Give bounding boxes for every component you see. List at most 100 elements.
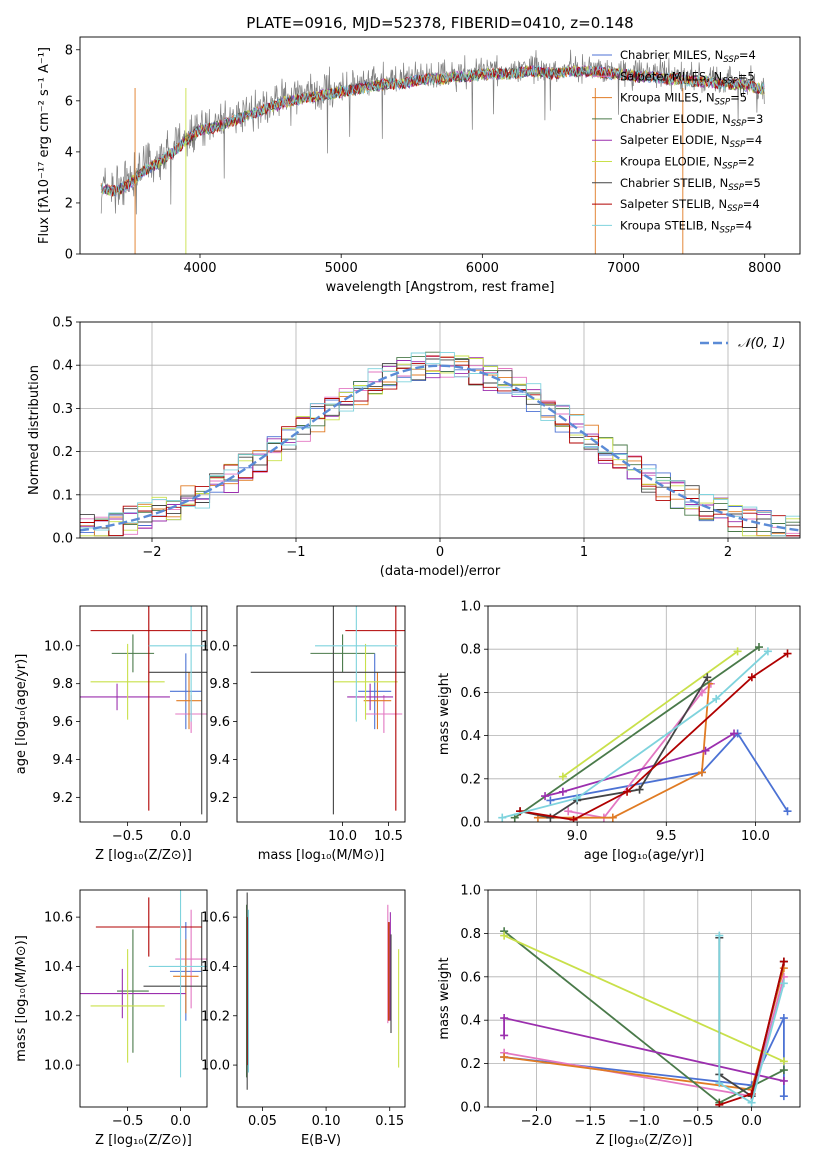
x-tick-label: 0.15 [375,1114,404,1129]
x-tick-label: 0.10 [312,1114,341,1129]
y-tick-label: 10.0 [201,639,230,654]
y-tick-label: 0.2 [460,772,481,787]
weight-marker [779,979,788,988]
weight-line [503,934,785,1063]
y-tick-label: 9.2 [209,791,230,806]
y-tick-label: 1.0 [460,884,481,899]
weight-marker [779,1057,788,1066]
axes-age-vs-Z: −0.5 0.0 9.2 9.4 9.6 9.8 10.0 Z [log₁₀(Z/Z⊙)] ag… [14,605,208,863]
y-tick-label: 9.8 [209,677,230,692]
weight-marker [779,1014,788,1023]
weight-marker [500,1014,509,1023]
weight-marker [623,787,632,796]
y-tick-label: 0.3 [52,402,73,417]
legend-entry: Chabrier MILES, NSSP=4 [620,48,756,65]
weight-line [537,683,710,819]
weight-line [514,646,760,819]
y-tick-label: 9.4 [209,753,230,768]
weight-line [502,650,769,819]
legend-entry: Salpeter MILES, NSSP=5 [620,69,755,86]
x-axis-label: (data-model)/error [380,564,501,579]
x-tick-label: 10.5 [374,829,403,844]
axes-mass-vs-Z: −0.5 0.0 10.0 10.2 10.4 10.6 Z [log₁₀(Z/Z⊙)] ma… [14,889,208,1148]
plot-area [80,606,207,815]
axes-frame [236,605,406,823]
weight-marker [715,1079,724,1088]
weight-marker [763,647,772,656]
legend-entry: Kroupa MILES, NSSP=5 [620,91,747,108]
y-tick-label: 10.4 [44,960,73,975]
x-axis-label: wavelength [Angstrom, rest frame] [326,280,555,295]
y-tick-label: 4 [65,145,73,160]
x-tick-label: 0.0 [741,1114,762,1129]
weight-marker [715,931,724,940]
x-axis-label: E(B-V) [301,1133,341,1148]
x-tick-label: −2.0 [521,1114,553,1129]
y-tick-label: 0.4 [52,359,73,374]
y-axis-label: Flux [fλ10⁻¹⁷ erg cm⁻² s⁻¹ A⁻¹] [37,47,52,244]
axes-age-vs-mass: 10.0 10.5 9.2 9.4 9.6 9.8 10.0 mass [log₁₀(M/M⊙… [201,605,406,863]
y-tick-label: 10.0 [44,1059,73,1074]
x-tick-label: 8000 [748,261,781,276]
y-axis-label: Normed distribution [27,365,42,495]
y-tick-label: 9.8 [52,677,73,692]
y-tick-label: 0.8 [460,927,481,942]
weight-marker [779,1092,788,1101]
weight-marker [546,796,555,805]
weight-marker [546,813,555,822]
weight-marker [500,1031,509,1040]
x-tick-label: −1 [286,545,305,560]
legend-entry: Chabrier ELODIE, NSSP=3 [620,112,763,129]
weight-marker [783,649,792,658]
weight-marker [498,813,507,822]
weight-marker [697,768,706,777]
y-tick-label: 0.6 [460,686,481,701]
weight-marker [564,807,573,816]
normal-curve [80,364,800,532]
plot-area [498,643,792,822]
y-tick-label: 10.0 [44,639,73,654]
y-tick-label: 0.4 [460,729,481,744]
y-tick-label: 0.2 [460,1057,481,1072]
weight-line [568,683,712,819]
y-tick-label: 1.0 [460,600,481,615]
x-tick-label: 0.0 [170,1114,191,1129]
weight-marker [608,813,617,822]
x-tick-label: −0.5 [112,1114,144,1129]
y-axis-label: mass weight [437,673,452,755]
plot-area [80,351,800,537]
y-tick-label: 8 [65,43,73,58]
weight-line [544,732,735,797]
y-tick-label: 10.0 [201,1059,230,1074]
y-tick-label: 10.2 [44,1009,73,1024]
figure-title: PLATE=0916, MJD=52378, FIBERID=0410, z=0… [246,14,633,32]
x-tick-label: −1.5 [574,1114,606,1129]
legend-entry: Salpeter STELIB, NSSP=4 [620,197,760,214]
plot-area [100,49,765,254]
x-tick-label: 0 [436,545,444,560]
y-tick-label: 0.0 [52,532,73,547]
weight-marker [558,787,567,796]
x-tick-label: −2 [142,545,161,560]
y-tick-label: 0.8 [460,643,481,658]
plot-area [500,927,788,1107]
x-tick-label: 0.05 [248,1114,277,1129]
x-tick-label: 4000 [183,261,216,276]
axes-residuals: −2 −1 0 1 2 0.0 0.1 0.2 0.3 0.4 0.5 (data-model)/er… [27,316,801,579]
weight-marker [712,694,721,703]
weight-marker [701,746,710,755]
weight-marker [747,673,756,682]
y-tick-label: 0 [65,248,73,263]
x-tick-label: 2 [724,545,732,560]
y-tick-label: 2 [65,196,73,211]
x-tick-label: 6000 [466,261,499,276]
weight-marker [558,772,567,781]
y-tick-label: 6 [65,94,73,109]
weight-marker [569,815,578,822]
x-tick-label: −1.0 [628,1114,660,1129]
x-axis-label: Z [log₁₀(Z/Z⊙)] [596,1133,693,1148]
legend-entry: Kroupa STELIB, NSSP=4 [620,218,752,235]
y-tick-label: 0.0 [460,816,481,831]
y-tick-label: 10.2 [201,1009,230,1024]
